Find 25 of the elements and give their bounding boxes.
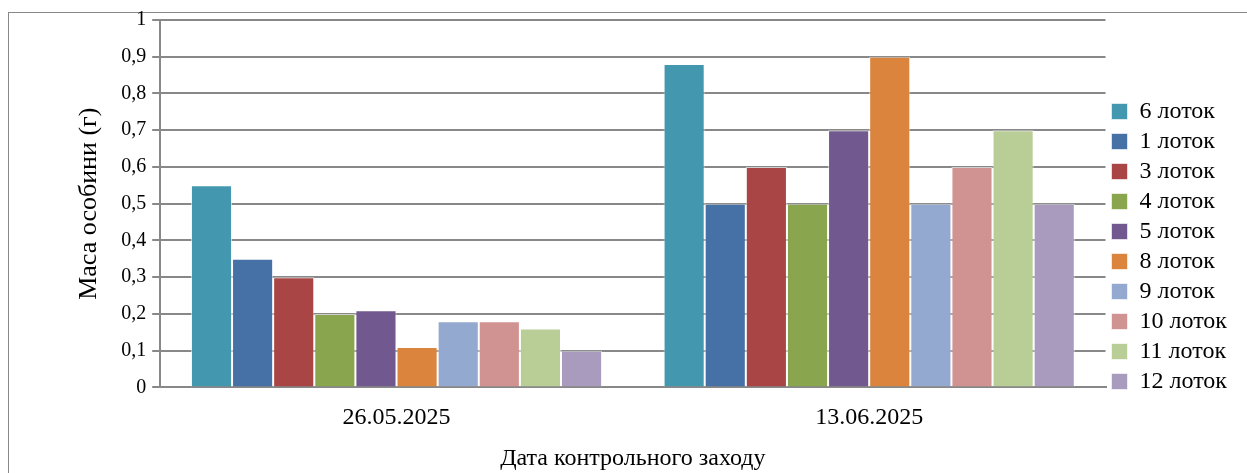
- y-tick-label: 0,9: [121, 43, 147, 66]
- legend-label: 8 лоток: [1139, 246, 1216, 273]
- y-tick-label: 0,1: [121, 337, 147, 360]
- y-tick-label: 0,6: [121, 154, 147, 177]
- legend-label: 12 лоток: [1139, 366, 1228, 393]
- y-tick-label: 0,4: [121, 227, 147, 250]
- legend-label: 9 лоток: [1139, 276, 1216, 303]
- y-tick-label: 0,2: [121, 301, 147, 324]
- legend-label: 11 лоток: [1139, 336, 1227, 363]
- legend-label: 1 лоток: [1139, 126, 1216, 153]
- legend-label: 3 лоток: [1139, 156, 1216, 183]
- y-axis-title: Маса особини (г): [73, 107, 103, 300]
- legend-label: 4 лоток: [1139, 186, 1216, 213]
- legend-label: 6 лоток: [1139, 96, 1216, 123]
- y-tick-label: 0,3: [121, 264, 147, 287]
- y-tick-label: 0: [136, 374, 147, 397]
- y-tick-label: 0,7: [121, 117, 147, 140]
- legend-label: 5 лоток: [1139, 216, 1216, 243]
- x-tick-label: 26.05.2025: [342, 403, 451, 430]
- y-tick-label: 0,8: [121, 80, 147, 103]
- y-tick-label: 0,5: [121, 190, 147, 213]
- x-axis-title: Дата контрольного заходу: [500, 443, 766, 470]
- y-tick-label: 1: [136, 7, 147, 30]
- x-tick-label: 13.06.2025: [815, 403, 924, 430]
- legend-label: 10 лоток: [1139, 306, 1228, 333]
